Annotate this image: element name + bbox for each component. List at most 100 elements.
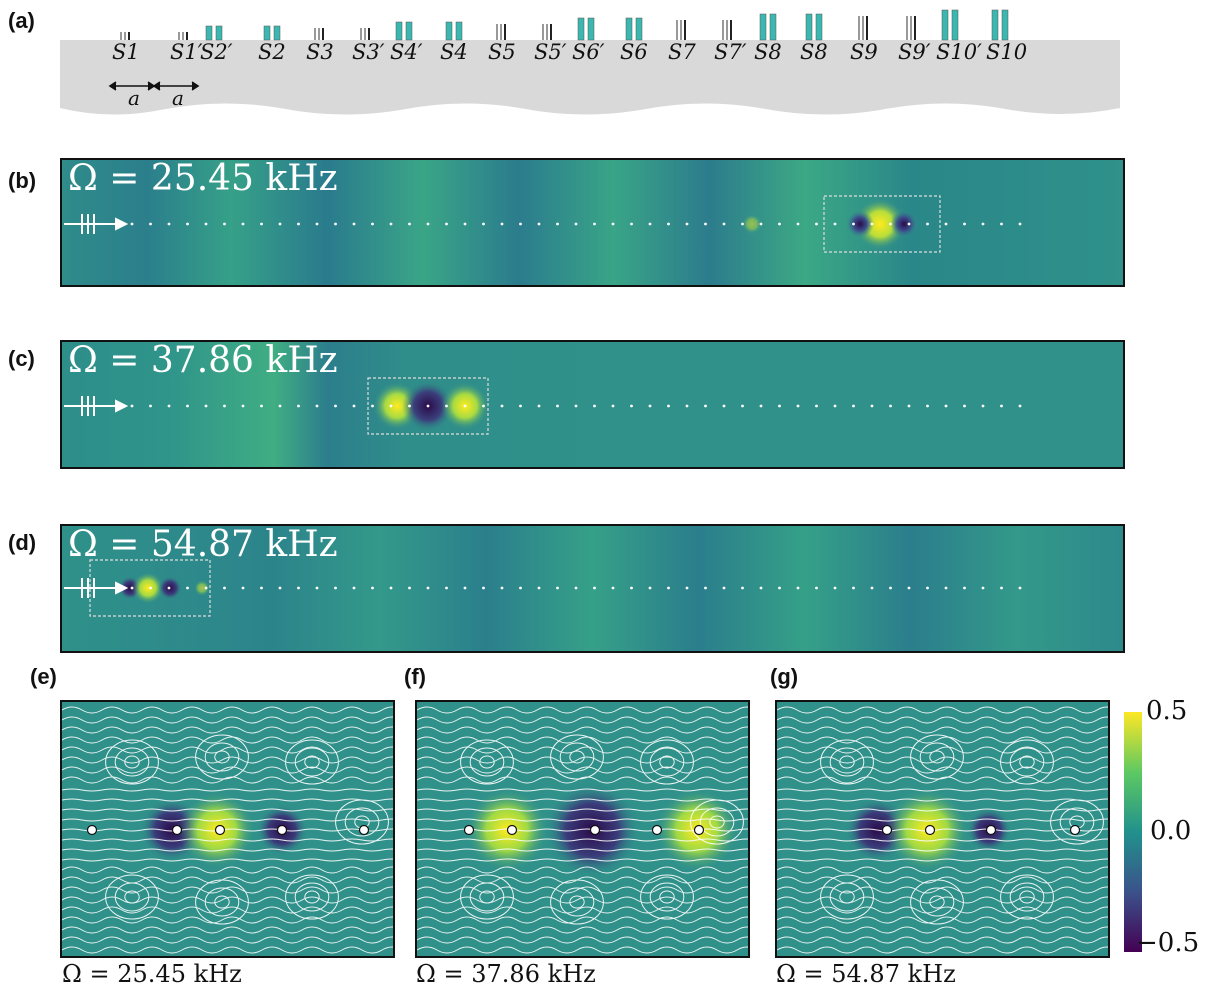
resonator-dot — [833, 586, 837, 590]
highlight-box — [89, 559, 211, 617]
resonator-dot — [759, 404, 763, 408]
site-label: S8 — [800, 40, 828, 64]
resonator-dot — [704, 404, 707, 408]
resonator-dot — [685, 586, 689, 590]
resonator-dot — [445, 404, 448, 408]
resonator-dot — [889, 222, 892, 226]
panel-label-f: (f) — [404, 664, 426, 689]
resonator-dot — [482, 222, 485, 226]
resonator-dot — [223, 222, 226, 226]
resonator-dot — [630, 586, 633, 590]
resonator-marker — [276, 824, 288, 836]
resonator-dot — [463, 404, 467, 408]
resonator-dot — [278, 586, 282, 590]
resonator-marker — [1069, 824, 1081, 836]
resonator-dot — [741, 404, 744, 408]
site-label: S6′ — [572, 40, 605, 64]
resonator-dot — [981, 404, 985, 408]
teal-resonator — [405, 21, 413, 41]
panel-label-g: (g) — [770, 664, 799, 689]
resonator-dot — [593, 404, 596, 408]
resonator-dot — [1018, 586, 1022, 590]
grey-resonator — [186, 32, 188, 40]
site-label: S5′ — [534, 40, 567, 64]
resonator-dot — [371, 222, 374, 226]
resonator-marker — [358, 824, 370, 836]
resonator-dot — [389, 586, 393, 590]
resonator-dot — [204, 222, 208, 226]
resonator-dot — [907, 586, 911, 590]
grey-resonator — [684, 20, 686, 40]
resonator-dot — [796, 222, 800, 226]
resonator-dot — [1000, 222, 1003, 226]
resonator-dot — [796, 586, 800, 590]
resonator-dot — [593, 586, 596, 590]
coldspot — [846, 210, 874, 238]
resonator-dot — [648, 222, 652, 226]
resonator-dot — [870, 586, 874, 590]
teal-resonator — [263, 25, 271, 41]
resonator-dot — [130, 404, 134, 408]
resonator-dot — [944, 222, 948, 226]
resonator-marker — [924, 824, 936, 836]
resonator-dot — [463, 586, 467, 590]
frequency-label-c: Ω = 37.86 kHz — [68, 340, 338, 381]
teal-resonator — [635, 17, 643, 41]
resonator-dot — [297, 404, 300, 408]
resonator-dot — [926, 222, 929, 226]
site-label: S9 — [850, 40, 878, 64]
field-map-d: Ω = 54.87 kHz — [60, 524, 1125, 653]
resonator-dot — [315, 586, 319, 590]
resonator-dot — [574, 404, 578, 408]
resonator-dot — [815, 404, 818, 408]
teal-resonator — [815, 13, 823, 41]
colorbar-max: 0.5 — [1146, 696, 1188, 726]
resonator-dot — [334, 404, 337, 408]
resonator-dot — [186, 222, 189, 226]
resonator-dot — [352, 404, 356, 408]
hotspot — [854, 198, 906, 250]
resonator-marker — [693, 824, 705, 836]
resonator-dot — [907, 404, 911, 408]
resonator-dot — [556, 222, 559, 226]
grey-resonator — [182, 32, 184, 40]
resonator-marker — [651, 824, 663, 836]
site-label: S10′ — [936, 40, 982, 64]
teal-resonator — [625, 17, 633, 41]
resonator-dot — [352, 586, 356, 590]
site-label: S7 — [668, 40, 696, 64]
resonator-marker — [881, 824, 893, 836]
site-label: S6 — [620, 40, 648, 64]
colorbar — [1124, 712, 1142, 952]
resonator-dot — [704, 222, 707, 226]
resonator-marker — [463, 824, 475, 836]
resonator-dot — [260, 586, 263, 590]
panel-label-d: (d) — [8, 530, 37, 555]
grey-resonator — [550, 24, 552, 40]
resonator-dot — [241, 222, 245, 226]
resonator-dot — [519, 404, 522, 408]
resonator-dot — [722, 404, 726, 408]
panel-label-c: (c) — [8, 346, 35, 371]
resonator-dot — [186, 404, 189, 408]
resonator-dot — [389, 222, 393, 226]
resonator-dot — [537, 404, 541, 408]
teal-resonator — [577, 17, 585, 41]
resonator-dot — [852, 222, 855, 226]
resonator-dot — [519, 586, 522, 590]
resonator-dot — [907, 222, 911, 226]
resonator-dot — [574, 222, 578, 226]
site-label: S2 — [258, 40, 286, 64]
resonator-dot — [186, 586, 189, 590]
resonator-dot — [667, 222, 670, 226]
grey-resonator — [726, 20, 728, 40]
grey-resonator — [178, 32, 180, 40]
resonator-dot — [371, 404, 374, 408]
resonator-dot — [426, 222, 430, 226]
panel-label-b: (b) — [8, 168, 37, 193]
teal-resonator — [805, 13, 813, 41]
site-label: S1′ — [170, 40, 203, 64]
coldspot — [890, 210, 918, 238]
teal-resonator — [395, 21, 403, 41]
highlight-box — [823, 195, 941, 253]
